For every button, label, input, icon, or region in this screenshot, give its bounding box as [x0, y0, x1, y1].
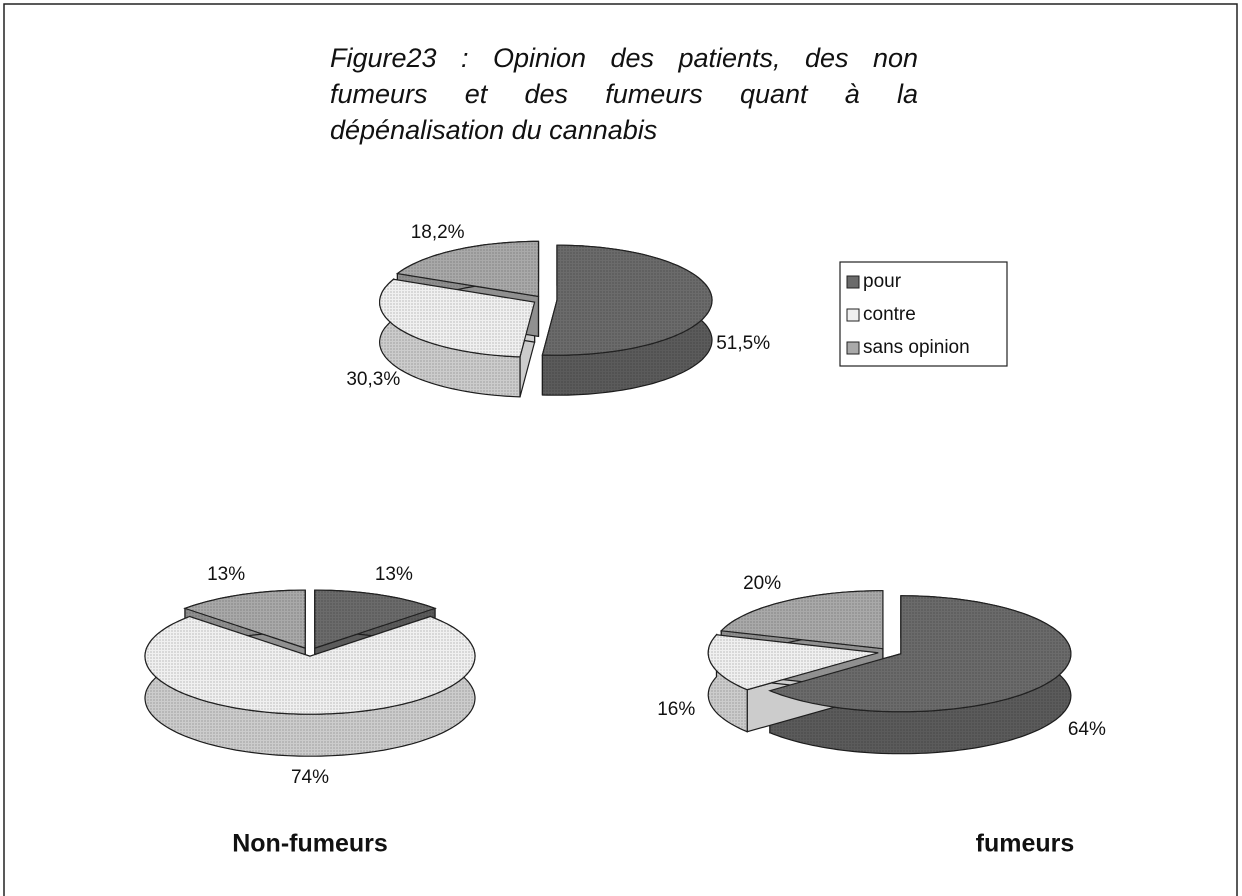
- value-label: 18,2%: [411, 222, 465, 243]
- pie-labels: 51,5% 30,3% 18,2%: [346, 222, 770, 390]
- pie-tops: [707, 590, 1072, 713]
- slice-texture: [379, 279, 535, 357]
- pie-tops: [378, 240, 713, 358]
- slice-texture: [314, 590, 435, 649]
- slice-texture: [708, 634, 879, 690]
- legend-swatch: [846, 341, 860, 355]
- legend-label: pour: [863, 271, 902, 292]
- legend-box: [839, 261, 1008, 367]
- value-label: 13%: [207, 564, 245, 585]
- value-label: 64%: [1068, 719, 1106, 740]
- slice-texture: [185, 590, 306, 649]
- legend-label: sans opinion: [863, 337, 970, 358]
- slice-texture: [397, 241, 539, 297]
- legend-label: contre: [863, 304, 916, 325]
- value-label: 20%: [743, 573, 781, 594]
- value-label: 13%: [375, 564, 413, 585]
- slice-texture: [145, 616, 475, 715]
- slice-side-texture: [379, 279, 520, 397]
- slice-side-texture: [145, 616, 475, 757]
- pie-title: fumeurs: [976, 830, 1075, 858]
- pie-title: Non-fumeurs: [232, 830, 388, 858]
- frame: [3, 3, 1238, 896]
- pie-labels: 13% 74% 13%: [207, 564, 413, 788]
- legend-swatch: [846, 308, 860, 322]
- slice-side-texture: [708, 634, 748, 732]
- legend-swatch: [846, 275, 860, 289]
- value-label: 16%: [657, 699, 695, 720]
- pie-labels: 64% 16% 20%: [657, 573, 1106, 740]
- pie-tops: [144, 589, 476, 715]
- value-label: 51,5%: [716, 333, 770, 354]
- figure-title: Figure23 : Opinion des patients, des non…: [330, 43, 918, 145]
- slice-texture: [769, 595, 1071, 712]
- slice-texture: [542, 245, 712, 356]
- slice-texture: [721, 590, 883, 649]
- value-label: 30,3%: [346, 369, 400, 390]
- value-label: 74%: [291, 767, 329, 788]
